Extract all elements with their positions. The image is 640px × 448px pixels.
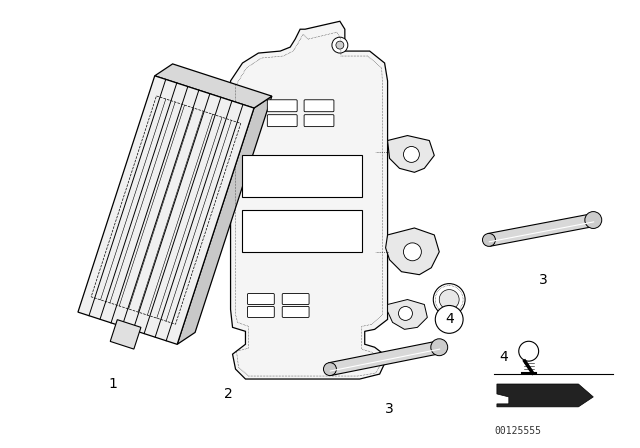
Circle shape [483,233,495,246]
Circle shape [399,306,412,320]
Polygon shape [497,384,593,407]
FancyBboxPatch shape [304,100,334,112]
Polygon shape [110,320,141,349]
Polygon shape [329,341,440,375]
Polygon shape [78,76,254,345]
Text: 4: 4 [499,350,508,364]
Circle shape [403,146,419,162]
Text: 2: 2 [224,387,233,401]
Polygon shape [385,228,439,275]
Polygon shape [388,136,435,172]
Polygon shape [177,96,272,345]
Polygon shape [155,64,272,108]
Circle shape [336,41,344,49]
Circle shape [323,362,337,375]
Circle shape [435,306,463,333]
Circle shape [332,37,348,53]
Polygon shape [388,300,428,329]
Bar [243,210,362,252]
Text: 00125555: 00125555 [494,426,541,436]
Circle shape [433,284,465,315]
Circle shape [403,243,421,261]
Circle shape [519,341,539,361]
FancyBboxPatch shape [304,115,334,127]
FancyBboxPatch shape [248,306,275,318]
Circle shape [431,339,448,356]
Text: 1: 1 [109,377,118,391]
Text: 3: 3 [540,273,548,287]
Text: 3: 3 [385,402,394,416]
FancyBboxPatch shape [268,100,297,112]
FancyBboxPatch shape [248,293,275,305]
Text: 4: 4 [445,312,454,327]
Circle shape [439,289,459,310]
Bar [243,155,362,197]
FancyBboxPatch shape [282,293,309,305]
FancyBboxPatch shape [282,306,309,318]
Circle shape [585,211,602,228]
Polygon shape [488,214,595,246]
FancyBboxPatch shape [268,115,297,127]
Polygon shape [230,21,388,379]
